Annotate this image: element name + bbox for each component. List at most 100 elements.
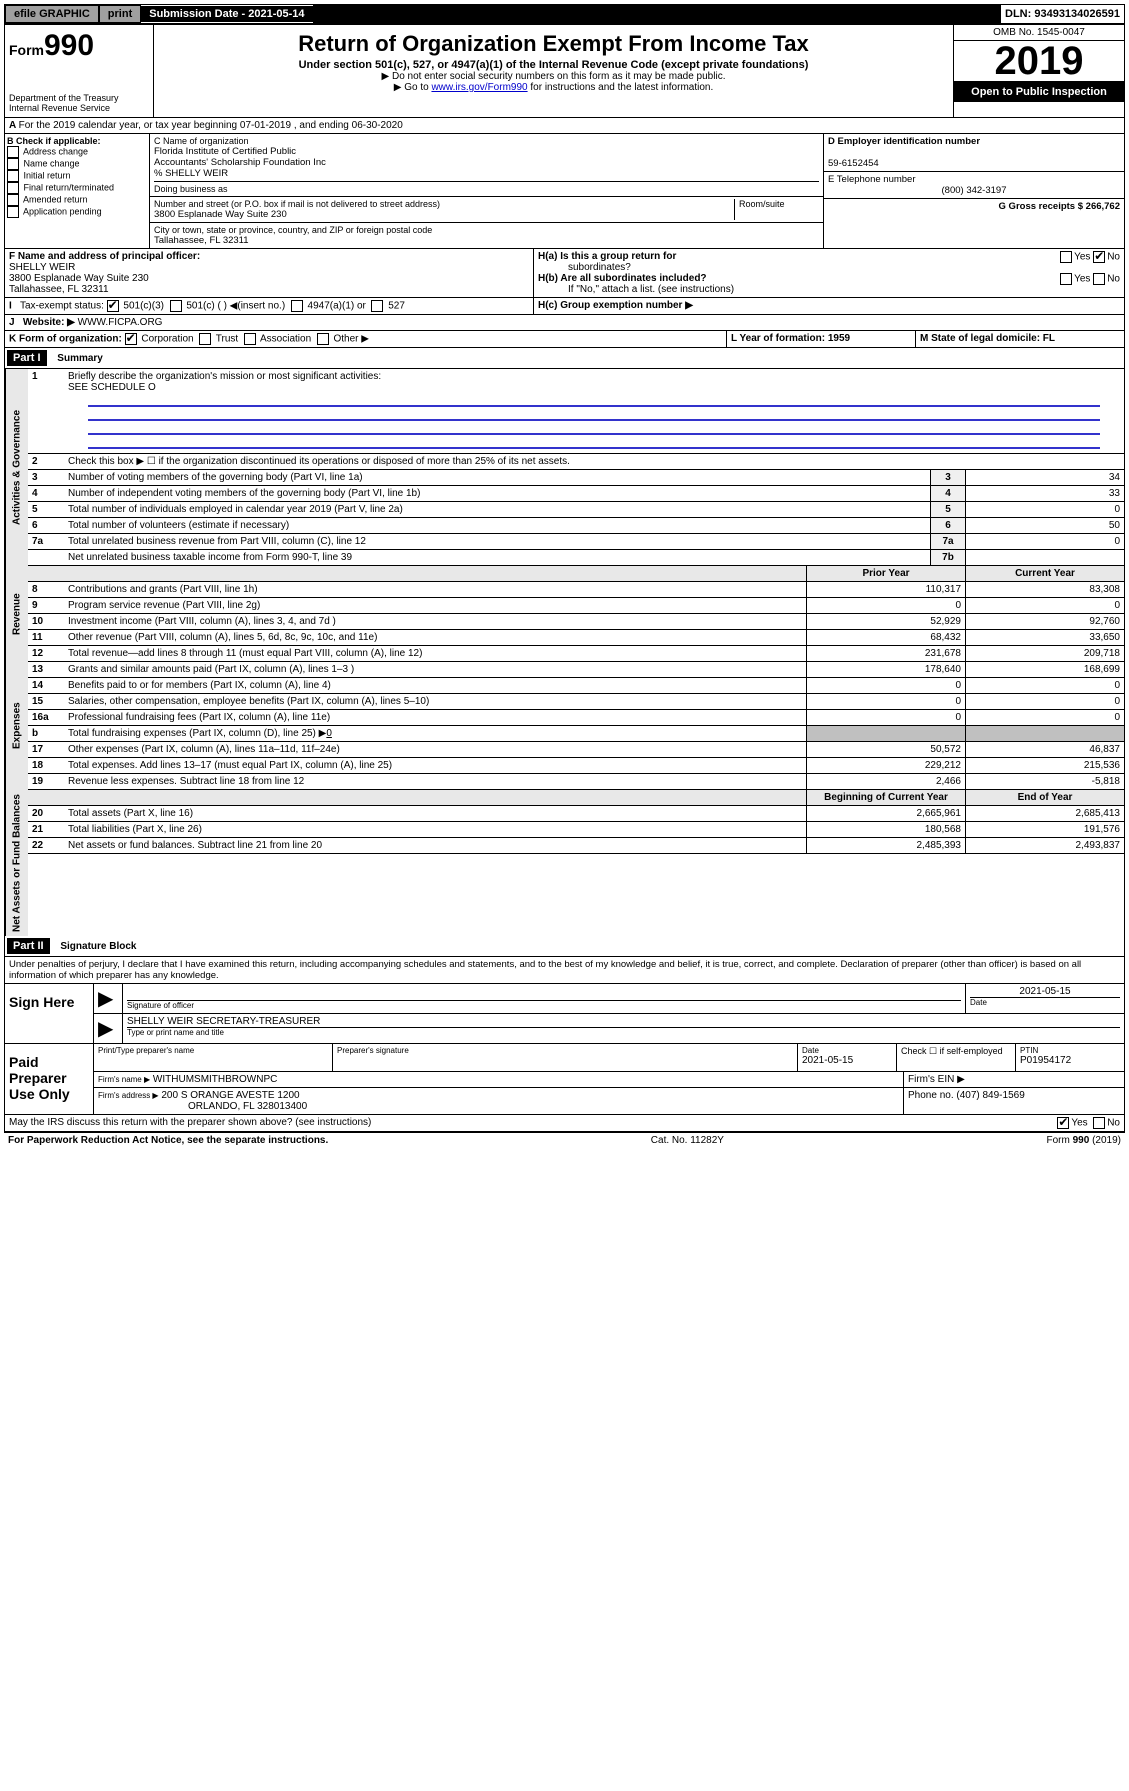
hb-no-checkbox[interactable] [1093, 273, 1105, 285]
ptin: P01954172 [1020, 1055, 1120, 1066]
klm-row: K Form of organization: Corporation Trus… [5, 331, 1124, 348]
efile-graphic-button[interactable]: efile GRAPHIC [5, 5, 99, 23]
form-990: Form990 Department of the Treasury Inter… [4, 24, 1125, 1133]
l22-end: 2,493,837 [965, 838, 1124, 853]
room-suite-label: Room/suite [734, 199, 819, 220]
l8-current: 83,308 [965, 582, 1124, 597]
address-change-checkbox[interactable] [7, 146, 19, 158]
part2-header: Part II Signature Block [5, 936, 1124, 957]
l19-current: -5,818 [965, 774, 1124, 789]
expenses-label: Expenses [5, 662, 28, 790]
line3-value: 34 [965, 470, 1124, 485]
assoc-checkbox[interactable] [244, 333, 256, 345]
l12-prior: 231,678 [806, 646, 965, 661]
revenue-section: Revenue Prior YearCurrent Year 8Contribu… [5, 566, 1124, 662]
box-d-e-g: D Employer identification number 59-6152… [824, 134, 1124, 248]
box-b: B Check if applicable: Address change Na… [5, 134, 150, 248]
ha-no-checkbox[interactable] [1093, 251, 1105, 263]
governance-label: Activities & Governance [5, 369, 28, 566]
l18-prior: 229,212 [806, 758, 965, 773]
4947-checkbox[interactable] [291, 300, 303, 312]
l16b-value: 0 [326, 728, 332, 739]
firm-addr2: ORLANDO, FL 328013400 [98, 1101, 307, 1112]
line5-value: 0 [965, 502, 1124, 517]
website-row: J Website: ▶ WWW.FICPA.ORG [5, 315, 1124, 331]
name-change-checkbox[interactable] [7, 158, 19, 170]
mission-text: SEE SCHEDULE O [68, 382, 156, 393]
org-care-of: % SHELLY WEIR [154, 168, 819, 179]
officer-addr2: Tallahassee, FL 32311 [9, 284, 109, 295]
tax-year: 2019 [954, 41, 1124, 82]
year-formation: L Year of formation: 1959 [727, 331, 916, 347]
dept-treasury: Department of the Treasury [9, 93, 149, 103]
print-button[interactable]: print [99, 5, 141, 23]
expenses-section: Expenses 13Grants and similar amounts pa… [5, 662, 1124, 790]
perjury-declaration: Under penalties of perjury, I declare th… [5, 957, 1124, 984]
firm-phone: Phone no. (407) 849-1569 [904, 1088, 1124, 1114]
open-to-public: Open to Public Inspection [954, 82, 1124, 102]
trust-checkbox[interactable] [199, 333, 211, 345]
efile-topbar: efile GRAPHIC print Submission Date - 20… [4, 4, 1125, 24]
sign-date: 2021-05-15 [970, 986, 1120, 998]
l10-prior: 52,929 [806, 614, 965, 629]
corp-checkbox[interactable] [125, 333, 137, 345]
l15-current: 0 [965, 694, 1124, 709]
dln: DLN: 93493134026591 [1001, 6, 1124, 22]
l10-current: 92,760 [965, 614, 1124, 629]
hb-yes-checkbox[interactable] [1060, 273, 1072, 285]
page-footer: For Paperwork Reduction Act Notice, see … [4, 1133, 1125, 1148]
501c-checkbox[interactable] [170, 300, 182, 312]
form-prefix: Form [9, 42, 44, 58]
ha-yes-checkbox[interactable] [1060, 251, 1072, 263]
amended-return-checkbox[interactable] [7, 194, 19, 206]
l17-prior: 50,572 [806, 742, 965, 757]
telephone: (800) 342-3197 [828, 185, 1120, 196]
form990-link[interactable]: www.irs.gov/Form990 [431, 82, 527, 93]
l20-begin: 2,665,961 [806, 806, 965, 821]
l13-current: 168,699 [965, 662, 1124, 677]
527-checkbox[interactable] [371, 300, 383, 312]
revenue-label: Revenue [5, 566, 28, 662]
l17-current: 46,837 [965, 742, 1124, 757]
discuss-no-checkbox[interactable] [1093, 1117, 1105, 1129]
discuss-row: May the IRS discuss this return with the… [5, 1115, 1124, 1132]
form-title: Return of Organization Exempt From Incom… [162, 31, 945, 57]
officer-name-title: SHELLY WEIR SECRETARY-TREASURER [127, 1016, 1120, 1028]
form-subtitle: Under section 501(c), 527, or 4947(a)(1)… [162, 59, 945, 71]
netassets-section: Net Assets or Fund Balances Beginning of… [5, 790, 1124, 936]
prep-date: 2021-05-15 [802, 1055, 892, 1066]
l9-current: 0 [965, 598, 1124, 613]
final-return-checkbox[interactable] [7, 182, 19, 194]
l16a-current: 0 [965, 710, 1124, 725]
l21-begin: 180,568 [806, 822, 965, 837]
city-state-zip: Tallahassee, FL 32311 [154, 235, 819, 246]
line7a-value: 0 [965, 534, 1124, 549]
officer-group-block: F Name and address of principal officer:… [5, 249, 1124, 298]
discuss-yes-checkbox[interactable] [1057, 1117, 1069, 1129]
note-ssn: ▶ Do not enter social security numbers o… [162, 71, 945, 82]
netassets-label: Net Assets or Fund Balances [5, 790, 28, 936]
topbar-spacer [313, 5, 1001, 23]
irs-label: Internal Revenue Service [9, 103, 149, 113]
street-address: 3800 Esplanade Way Suite 230 [154, 209, 734, 220]
l13-prior: 178,640 [806, 662, 965, 677]
other-checkbox[interactable] [317, 333, 329, 345]
l9-prior: 0 [806, 598, 965, 613]
org-name-2: Accountants' Scholarship Foundation Inc [154, 157, 819, 168]
l18-current: 215,536 [965, 758, 1124, 773]
hc-label: H(c) Group exemption number ▶ [538, 300, 693, 311]
firm-name: WITHUMSMITHBROWNPC [153, 1074, 277, 1085]
l12-current: 209,718 [965, 646, 1124, 661]
l15-prior: 0 [806, 694, 965, 709]
initial-return-checkbox[interactable] [7, 170, 19, 182]
paid-preparer-block: Paid Preparer Use Only Print/Type prepar… [5, 1044, 1124, 1115]
submission-date: Submission Date - 2021-05-14 [141, 6, 312, 22]
application-pending-checkbox[interactable] [7, 206, 19, 218]
l20-end: 2,685,413 [965, 806, 1124, 821]
note-goto: ▶ Go to www.irs.gov/Form990 for instruct… [162, 82, 945, 93]
officer-addr1: 3800 Esplanade Way Suite 230 [9, 273, 149, 284]
l8-prior: 110,317 [806, 582, 965, 597]
entity-block: B Check if applicable: Address change Na… [5, 134, 1124, 249]
state-domicile: M State of legal domicile: FL [916, 331, 1124, 347]
501c3-checkbox[interactable] [107, 300, 119, 312]
